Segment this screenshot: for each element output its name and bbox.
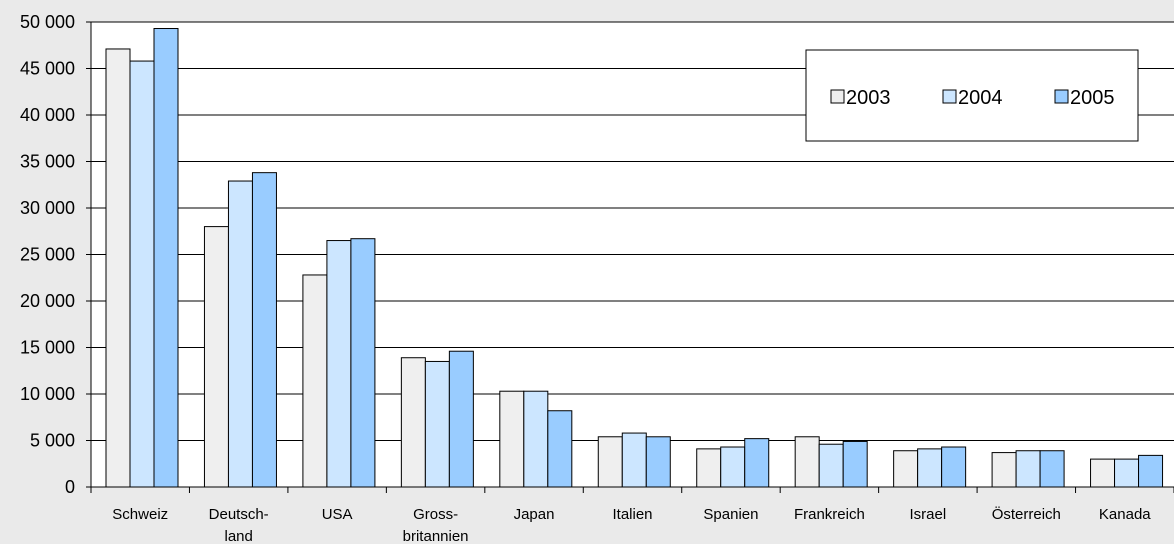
legend-swatch-2004 [942,89,957,104]
x-tick-label: Deutsch-land [209,506,269,544]
bar-2004 [818,443,844,488]
bar-2003 [400,357,426,488]
bar-2004 [326,240,352,488]
bar-2003 [105,48,131,488]
x-tick-label: Frankreich [794,506,865,523]
bar-2004 [917,448,943,488]
x-tick-label: Spanien [703,506,758,523]
legend-swatch-2005 [1054,89,1069,104]
x-tick-label: Gross-britannien [403,506,469,544]
y-tick-label: 10 000 [20,384,75,404]
bar-2004 [720,446,746,488]
y-tick-label: 35 000 [20,152,75,172]
bar-2004 [227,180,253,488]
bar-2003 [1090,458,1116,488]
x-tick-label: Italien [612,506,652,523]
bar-2004 [129,60,155,488]
y-tick-label: 15 000 [20,338,75,358]
y-tick-label: 20 000 [20,291,75,311]
bar-2005 [547,410,573,488]
bar-2003 [302,274,328,488]
bar-2004 [621,432,647,488]
y-tick-label: 5 000 [30,431,75,451]
legend-swatch-2003 [830,89,845,104]
bar-2005 [350,238,376,488]
bar-2005 [251,172,277,488]
bar-2003 [597,436,623,488]
bar-2004 [1114,458,1140,488]
x-tick-label: Schweiz [112,506,168,523]
bar-2003 [203,226,229,488]
x-tick-label: Japan [514,506,555,523]
bar-2005 [448,350,474,488]
bar-2005 [153,28,179,488]
axes [86,21,1174,493]
bar-2003 [794,436,820,488]
bar-2004 [424,360,450,488]
y-axis-tick-labels: 0 5 000 10 000 15 000 20 000 25 000 30 000 35 0… [20,12,75,497]
legend-box [805,49,1139,142]
bar-2004 [1015,450,1041,488]
bars [105,28,1164,488]
x-tick-label: Österreich [992,505,1061,523]
bar-2003 [893,450,919,488]
x-tick-label: USA [322,506,353,523]
x-tick-label: Israel [910,506,947,523]
x-tick-label: Kanada [1099,506,1151,523]
y-tick-label: 0 [65,477,75,497]
bar-2005 [941,446,967,488]
bar-2003 [991,452,1017,488]
bar-2005 [1138,454,1164,488]
bar-2003 [696,448,722,488]
x-axis-tick-labels: Schweiz Deutsch-land USA Gross-britannien Ja… [112,505,1151,544]
bar-2005 [744,438,770,488]
bar-2005 [645,436,671,488]
legend-label-2004: 2004 [958,87,1003,109]
legend: 2003 2004 2005 [805,49,1139,142]
y-tick-label: 50 000 [20,12,75,32]
bar-2004 [523,390,549,488]
legend-label-2003: 2003 [846,87,891,109]
bar-2003 [499,390,525,488]
bar-2005 [1039,450,1065,488]
y-tick-label: 25 000 [20,245,75,265]
y-tick-label: 30 000 [20,198,75,218]
y-tick-label: 40 000 [20,105,75,125]
y-tick-label: 45 000 [20,59,75,79]
bar-2005 [842,440,868,488]
legend-label-2005: 2005 [1070,87,1115,109]
